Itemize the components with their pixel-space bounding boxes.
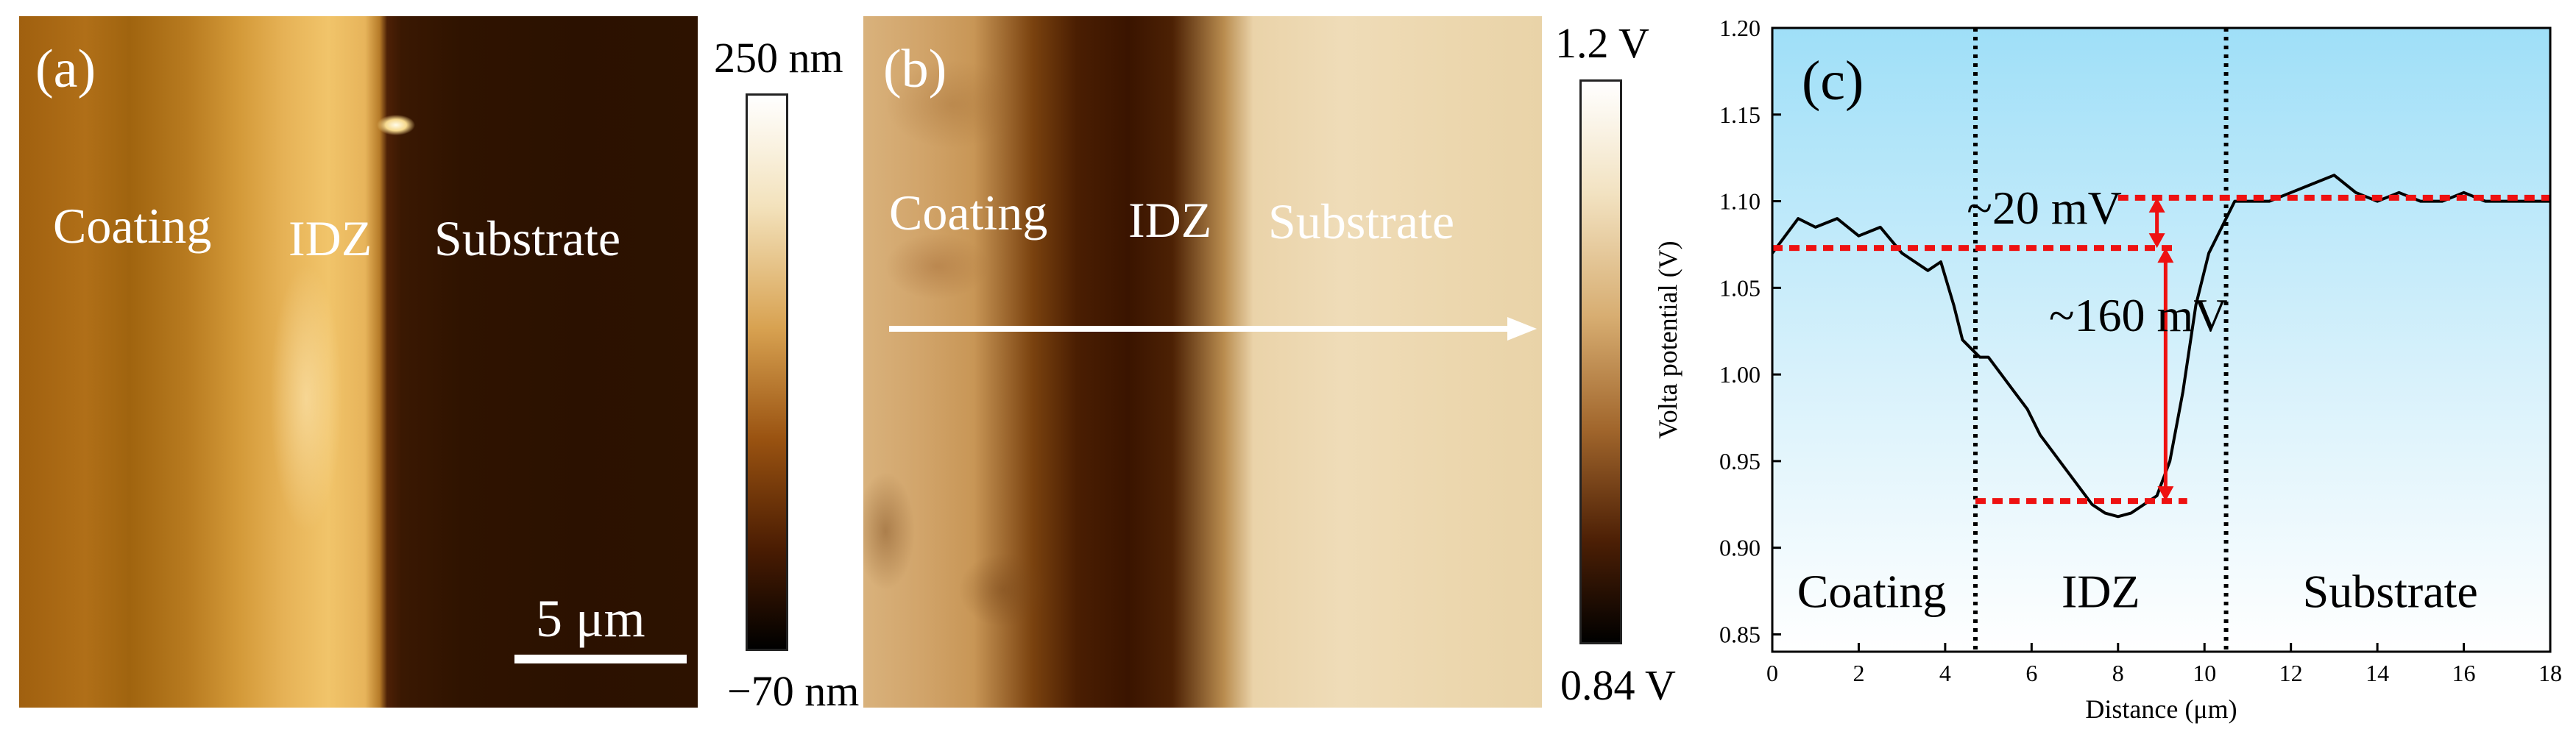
x-tick-label-12: 12 <box>2279 660 2303 686</box>
y-tick-label-1: 0.90 <box>1719 535 1761 561</box>
panel-a-letter: (a) <box>35 39 96 99</box>
panel-a-label-coating: Coating <box>53 198 212 254</box>
topography-map <box>19 16 698 708</box>
y-tick-label-2: 0.95 <box>1719 448 1761 474</box>
height-colorbar-max: 250 nm <box>714 34 843 82</box>
x-tick-label-6: 6 <box>2025 660 2037 686</box>
potential-colorbar-min: 0.84 V <box>1560 661 1676 709</box>
region-label-3: Substrate <box>2303 566 2478 618</box>
y-tick-label-7: 1.20 <box>1719 15 1761 41</box>
panel-b-label-substrate: Substrate <box>1268 193 1455 249</box>
measure-arrow-2-top-head <box>2157 248 2174 263</box>
x-tick-label-16: 16 <box>2452 660 2476 686</box>
region-label-1: Coating <box>1797 566 1947 618</box>
height-colorbar-min: −70 nm <box>727 667 860 715</box>
scale-bar <box>514 655 687 663</box>
volta-potential-profile-chart: ~20 mV ~160 mV Coating IDZ Substrate 0 2 4 6 8 10 1… <box>1653 15 2562 724</box>
region-label-2: IDZ <box>2062 566 2140 618</box>
measure-arrow-1-top-head <box>2148 197 2165 213</box>
height-colorbar <box>746 93 788 651</box>
annotation-2: ~160 mV <box>2049 289 2228 341</box>
measure-arrow-1-bottom-head <box>2148 233 2165 249</box>
x-tick-label-14: 14 <box>2366 660 2389 686</box>
y-tick-label-4: 1.05 <box>1719 274 1761 301</box>
y-tick-label-6: 1.15 <box>1719 102 1761 128</box>
potential-colorbar <box>1579 79 1622 644</box>
panel-b-label-idz: IDZ <box>1128 192 1212 248</box>
panel-b-label-coating: Coating <box>889 185 1048 241</box>
x-tick-label-10: 10 <box>2193 660 2216 686</box>
y-tick-label-0: 0.85 <box>1719 621 1761 647</box>
panel-a-label-substrate: Substrate <box>434 210 621 266</box>
x-tick-label-4: 4 <box>1939 660 1951 686</box>
x-axis-label: Distance (μm) <box>2085 694 2237 724</box>
x-tick-label-18: 18 <box>2538 660 2562 686</box>
x-tick-label-0: 0 <box>1766 660 1778 686</box>
y-tick-label-3: 1.00 <box>1719 361 1761 388</box>
plot-background <box>1772 28 2550 652</box>
plot-frame <box>1771 26 2552 653</box>
annotation-1: ~20 mV <box>1967 182 2122 234</box>
x-tick-label-8: 8 <box>2112 660 2124 686</box>
scan-line-arrow <box>889 317 1537 341</box>
volta-potential-map <box>863 16 1542 708</box>
scale-bar-label: 5 μm <box>536 589 645 648</box>
x-tick-label-2: 2 <box>1853 660 1864 686</box>
potential-colorbar-max: 1.2 V <box>1555 19 1649 67</box>
panel-a-label-idz: IDZ <box>289 210 372 266</box>
panel-b-letter: (b) <box>883 39 947 99</box>
y-axis-label: Volta potential (V) <box>1653 241 1682 438</box>
measure-arrow-2-bottom-head <box>2157 486 2174 502</box>
panel-c-letter: (c) <box>1802 50 1864 112</box>
y-tick-label-5: 1.10 <box>1719 188 1761 215</box>
